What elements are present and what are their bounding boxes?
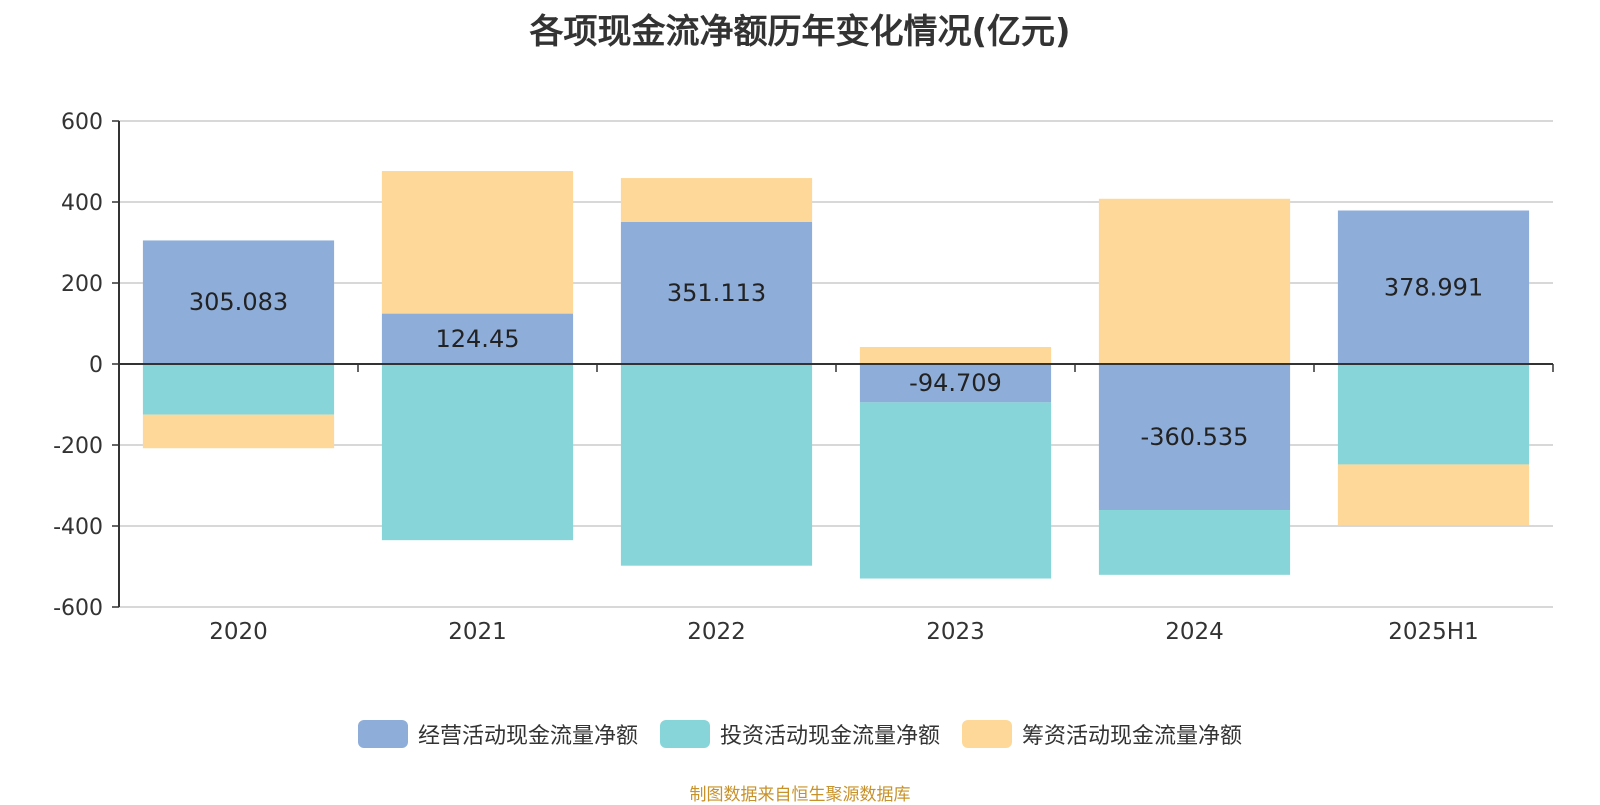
bars (142, 171, 1530, 579)
data-label-2021: 124.45 (436, 325, 520, 353)
y-tick-label-4: -200 (53, 434, 103, 459)
bar-2-2020 (142, 414, 335, 449)
bar-0-2021 (381, 313, 574, 364)
legend-item-operating[interactable]: 经营活动现金流量净额 (357, 718, 638, 750)
data-label-2022: 351.113 (667, 279, 766, 307)
bar-2-2021 (381, 171, 574, 314)
bar-1-2020 (142, 364, 335, 415)
y-tick-label-0: 600 (61, 110, 103, 135)
data-label-2024: -360.535 (1141, 423, 1249, 451)
legend-swatch-financing (962, 720, 1012, 748)
x-tick-label-2024: 2024 (1165, 619, 1224, 645)
bar-0-2025H1 (1337, 210, 1530, 364)
grid-lines (119, 120, 1553, 608)
bar-0-2024 (1098, 364, 1291, 511)
y-tick-label-1: 400 (61, 191, 103, 216)
bar-2-2024 (1098, 198, 1291, 364)
bar-0-2020 (142, 240, 335, 364)
data-label-2023: -94.709 (909, 369, 1002, 397)
bar-0-2023 (859, 364, 1052, 403)
chart-title: 各项现金流净额历年变化情况(亿元) (529, 12, 1071, 52)
legend-item-investing[interactable]: 投资活动现金流量净额 (659, 718, 940, 750)
data-label-2020: 305.083 (189, 288, 288, 316)
y-tick-label-3: 0 (89, 353, 103, 378)
x-tick-label-2023: 2023 (926, 619, 985, 645)
y-tick-label-5: -400 (53, 515, 103, 540)
y-tick-label-6: -600 (53, 596, 103, 621)
x-tick-label-2021: 2021 (448, 619, 507, 645)
legend-item-financing[interactable]: 筹资活动现金流量净额 (962, 718, 1242, 750)
bar-1-2023 (859, 402, 1052, 579)
bar-1-2025H1 (1337, 364, 1530, 465)
legend: 经营活动现金流量净额 投资活动现金流量净额 筹资活动现金流量净额 (0, 718, 1600, 750)
data-labels: 305.083 124.45 351.113 -94.709 -360.535 378.9… (189, 273, 1483, 451)
bar-2-2023 (859, 346, 1052, 364)
bar-0-2022 (620, 221, 813, 364)
axes: 600 400 200 0 -200 -400 -600 2020 2021 2022 2023 20… (53, 110, 1554, 645)
y-tick-label-2: 200 (61, 272, 103, 297)
bar-2-2022 (620, 178, 813, 222)
data-label-2025H1: 378.991 (1384, 273, 1483, 301)
legend-swatch-investing (659, 720, 710, 748)
bar-1-2024 (1098, 510, 1291, 575)
bar-1-2022 (620, 364, 813, 566)
legend-label-operating: 经营活动现金流量净额 (417, 724, 638, 749)
x-tick-label-2025H1: 2025H1 (1388, 619, 1478, 645)
bar-1-2021 (381, 364, 574, 541)
legend-swatch-operating (357, 720, 408, 748)
legend-label-financing: 筹资活动现金流量净额 (1022, 724, 1243, 749)
source-note: 制图数据来自恒生聚源数据库 (689, 785, 911, 805)
x-tick-label-2020: 2020 (209, 619, 268, 645)
bar-2-2025H1 (1337, 464, 1530, 526)
x-tick-label-2022: 2022 (687, 619, 746, 645)
legend-label-investing: 投资活动现金流量净额 (719, 724, 940, 749)
